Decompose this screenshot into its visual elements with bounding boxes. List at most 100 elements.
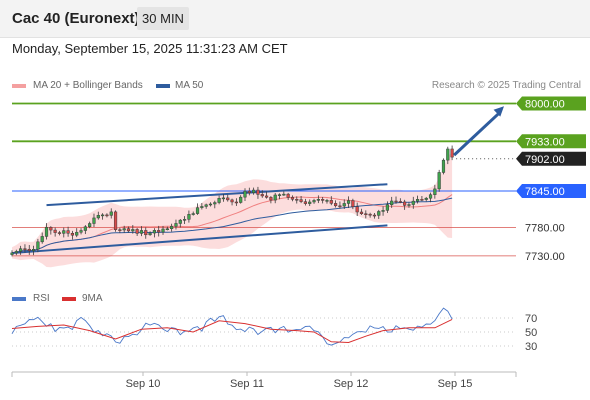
candle-down bbox=[450, 148, 454, 158]
candle-up bbox=[14, 251, 18, 254]
rsi-tick-label: 70 bbox=[525, 313, 537, 325]
candle-down bbox=[355, 206, 359, 213]
candle-down bbox=[372, 214, 377, 217]
price-label-resistance: 8000.00 bbox=[525, 98, 565, 110]
candle-up bbox=[131, 229, 135, 232]
candle-down bbox=[247, 190, 251, 193]
price-label-support: 7730.00 bbox=[525, 251, 565, 263]
candle-down bbox=[299, 199, 303, 202]
candle-down bbox=[290, 197, 295, 200]
candle-up bbox=[148, 232, 152, 236]
candle-up bbox=[424, 197, 428, 200]
instrument-title: Cac 40 (Euronext) bbox=[12, 10, 140, 27]
candle-down bbox=[23, 248, 27, 250]
ma50-legend-label: MA 50 bbox=[175, 80, 204, 91]
header-bar: Cac 40 (Euronext) 30 MIN bbox=[0, 0, 590, 38]
candle-down bbox=[70, 232, 74, 236]
rsi-ma-line bbox=[11, 318, 453, 344]
candle-up bbox=[92, 217, 96, 224]
candle-up bbox=[217, 197, 221, 203]
candle-up bbox=[62, 230, 66, 234]
candle-up bbox=[139, 230, 144, 234]
candle-up bbox=[183, 219, 187, 221]
bollinger-bands-fill bbox=[12, 151, 453, 268]
candle-up bbox=[31, 249, 36, 251]
candle-up bbox=[385, 204, 389, 211]
candle-up bbox=[101, 214, 105, 217]
candle-up bbox=[416, 199, 420, 202]
candle-up bbox=[174, 223, 178, 227]
candle-down bbox=[49, 227, 53, 231]
candle-up bbox=[342, 203, 346, 207]
candle-up bbox=[390, 200, 394, 205]
candle-up bbox=[208, 203, 213, 206]
candle-down bbox=[394, 200, 398, 203]
candle-up bbox=[204, 204, 208, 207]
candle-up bbox=[381, 210, 385, 212]
candle-down bbox=[157, 230, 161, 233]
rsi-line bbox=[11, 307, 453, 346]
candle-down bbox=[334, 203, 338, 207]
projection-arrow-head bbox=[493, 106, 504, 117]
candle-down bbox=[126, 228, 131, 232]
price-label-pivot: 7845.00 bbox=[525, 186, 565, 198]
candle-up bbox=[96, 215, 100, 219]
candle-down bbox=[53, 229, 57, 233]
candle-down bbox=[398, 201, 402, 203]
candle-up bbox=[213, 202, 217, 205]
candle-down bbox=[264, 195, 269, 198]
trend-channel-lower bbox=[11, 224, 388, 255]
price-tag-current bbox=[516, 151, 586, 166]
candle-down bbox=[364, 213, 368, 215]
candle-down bbox=[57, 232, 62, 234]
candle-up bbox=[407, 204, 411, 206]
candle-down bbox=[286, 193, 290, 198]
candle-down bbox=[420, 199, 424, 201]
trend-channel-upper bbox=[46, 183, 388, 207]
candle-up bbox=[411, 200, 415, 205]
timeframe-button[interactable]: 30 MIN bbox=[137, 7, 189, 30]
candle-down bbox=[230, 199, 234, 203]
candle-down bbox=[269, 197, 273, 201]
candle-up bbox=[187, 214, 191, 220]
candle-up bbox=[10, 252, 14, 255]
candle-down bbox=[321, 199, 325, 201]
price-tag-resistance bbox=[516, 134, 586, 149]
candle-up bbox=[161, 228, 165, 233]
projection-arrow-shaft bbox=[453, 111, 502, 157]
candle-up bbox=[221, 197, 226, 200]
candle-up bbox=[88, 223, 92, 227]
rsi-tick-label: 30 bbox=[525, 341, 537, 353]
candle-up bbox=[325, 200, 329, 202]
candle-down bbox=[144, 230, 148, 236]
candle-up bbox=[170, 226, 174, 229]
candle-up bbox=[437, 172, 441, 190]
candle-up bbox=[428, 194, 433, 199]
candle-down bbox=[329, 200, 333, 204]
x-tick-label: Sep 11 bbox=[230, 378, 264, 390]
price-label-support: 7780.00 bbox=[525, 223, 565, 235]
candle-up bbox=[446, 148, 450, 161]
candle-up bbox=[441, 159, 446, 173]
candle-up bbox=[273, 194, 277, 201]
candle-up bbox=[433, 188, 437, 195]
candle-down bbox=[234, 201, 238, 204]
candle-up bbox=[44, 227, 49, 237]
candle-down bbox=[226, 197, 230, 201]
candle-up bbox=[152, 230, 156, 234]
candle-up bbox=[165, 228, 169, 230]
rsi-ma-legend-label: 9MA bbox=[82, 293, 103, 304]
copyright-credit: Research © 2025 Trading Central bbox=[431, 80, 581, 91]
rsi-ma-legend-swatch bbox=[62, 297, 76, 301]
candle-down bbox=[403, 201, 407, 206]
ma20-legend-swatch bbox=[12, 84, 26, 88]
candle-down bbox=[27, 248, 31, 251]
candle-up bbox=[79, 230, 83, 233]
candle-up bbox=[243, 190, 247, 198]
candle-down bbox=[368, 213, 372, 216]
candle-up bbox=[200, 206, 204, 208]
candle-up bbox=[36, 241, 40, 250]
candle-up bbox=[122, 228, 126, 231]
candle-up bbox=[277, 194, 282, 196]
candle-up bbox=[19, 248, 23, 252]
